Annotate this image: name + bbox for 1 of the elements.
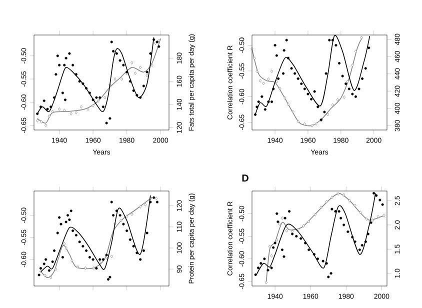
chart-title: D [242,174,248,182]
